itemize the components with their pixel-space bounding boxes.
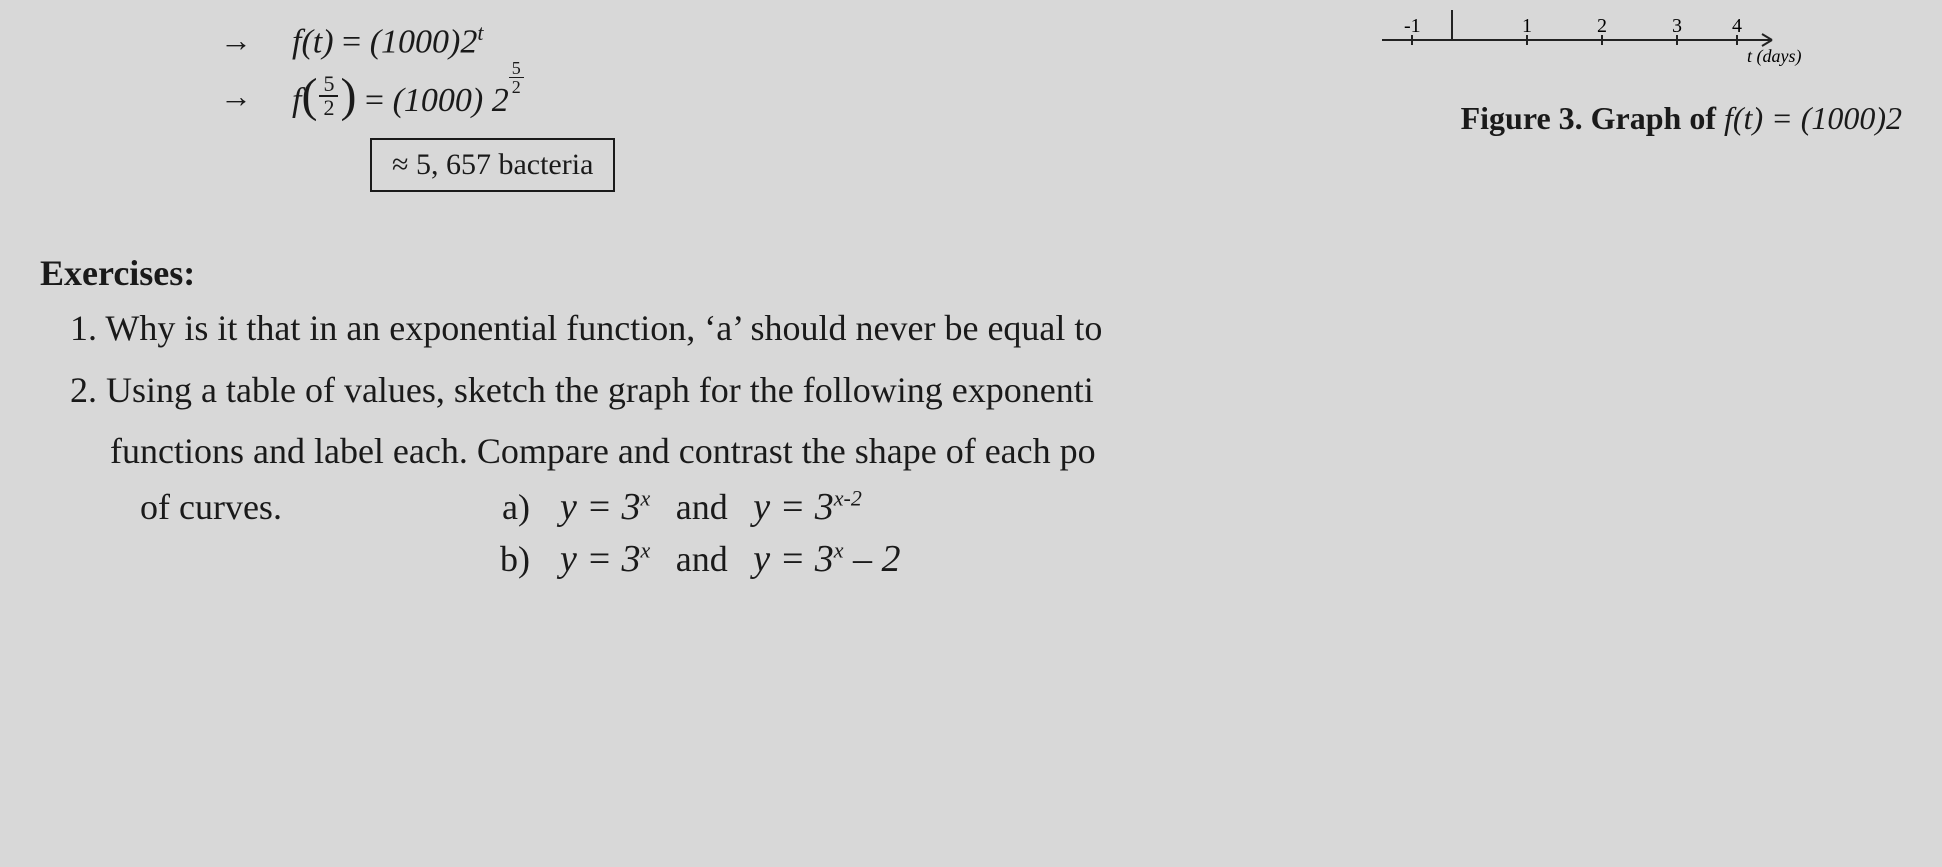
sub-a-math: y = 3x and y = 3x-2 [560,485,862,529]
exercise-q2-line2: functions and label each. Compare and co… [40,423,1902,481]
math-line1-rhs: (1000)2 [370,23,478,60]
exercises-heading: Exercises: [40,252,1902,294]
arrow-icon: → [220,22,252,59]
math-line2-rhs: (1000) 2 [393,82,509,119]
math-line2-fn: f [292,82,301,119]
axis-tick-1: 1 [1522,15,1532,37]
axis-tick-3: 3 [1672,15,1682,37]
page-content: -1 1 2 3 4 t (days) Figure 3. Graph of f… [40,20,1902,581]
sub-b-math: y = 3x and y = 3x – 2 [560,537,901,581]
axis-tick-4: 4 [1732,15,1742,37]
sub-b-letter: b) [450,538,560,580]
math-line1-sup: t [477,20,483,45]
arrow-icon: → [220,78,252,115]
exercise-q2-row-b: b) y = 3x and y = 3x – 2 [40,537,1902,581]
exercise-q2-line3-label: of curves. [140,486,450,528]
math-line1-lhs: f(t) [292,23,334,60]
exercise-q1: 1. Why is it that in an exponential func… [40,300,1902,358]
figure-caption-fn: f(t) = (1000)2 [1724,100,1902,136]
figure-caption: Figure 3. Graph of f(t) = (1000)2 [1461,100,1902,137]
exercise-q2-row-a: of curves. a) y = 3x and y = 3x-2 [40,485,1902,529]
axis-tick-2: 2 [1597,15,1607,37]
axis-sketch: -1 1 2 3 4 t (days) [1372,10,1812,70]
axis-label: t (days) [1747,46,1801,67]
exercise-q2-line1: 2. Using a table of values, sketch the g… [40,362,1902,420]
axis-tick-neg1: -1 [1404,15,1421,37]
boxed-answer: ≈ 5, 657 bacteria [370,138,615,192]
figure-caption-prefix: Figure 3. Graph of [1461,100,1724,136]
sub-a-letter: a) [450,486,560,528]
math-line2-sup-fraction: 52 [509,59,524,96]
math-line2-fraction: 52 [319,73,338,119]
